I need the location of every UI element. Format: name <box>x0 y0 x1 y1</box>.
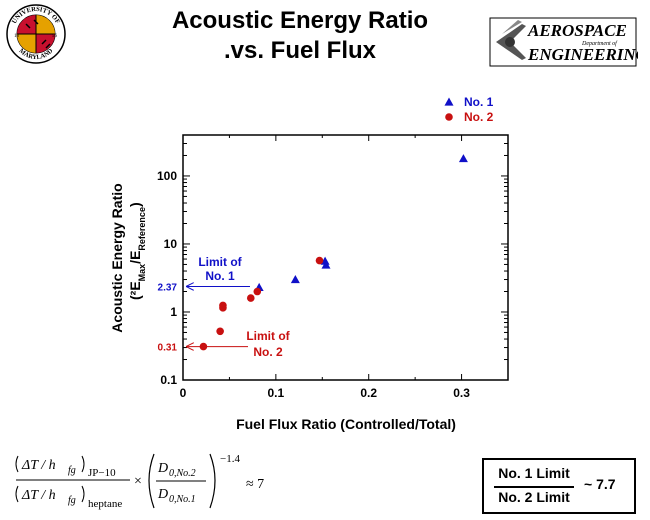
formula-frac-den: D <box>157 487 168 502</box>
data-point-no2 <box>219 304 227 312</box>
y-axis-label-line-1: Acoustic Energy Ratio <box>109 183 125 332</box>
page-title: Acoustic Energy Ratio .vs. Fuel Flux <box>150 6 450 66</box>
plot-frame <box>182 134 509 381</box>
aerospace-engineering-logo: AEROSPACE Department of ENGINEERING <box>489 17 638 67</box>
limit-label-line-1: Limit of <box>246 329 290 343</box>
university-seal-icon: UNIVERSITY OF MARYLAND 18 56 <box>6 4 66 64</box>
formula-den-sub: fg <box>68 495 76 506</box>
title-line-1: Acoustic Energy Ratio <box>171 7 429 34</box>
formula-frac-den-sub: 0,No.1 <box>169 494 196 505</box>
y-tick-label: 1 <box>170 305 177 319</box>
data-point-no1 <box>290 275 300 284</box>
limit-label-line-2: No. 2 <box>253 345 283 359</box>
formula-frac-num: D <box>157 461 168 476</box>
ratio-numerator: No. 1 Limit <box>498 465 570 481</box>
data-point-no2 <box>246 294 255 302</box>
seal-year-right: 56 <box>52 34 58 39</box>
limit-value-label: 0.31 <box>158 343 178 354</box>
limit-ratio-box: No. 1 Limit No. 2 Limit ~ 7.7 <box>482 458 636 514</box>
seal-year-left: 18 <box>14 34 20 39</box>
formula-frac-num-sub: 0,No.2 <box>169 468 196 479</box>
logo-line-1: AEROSPACE <box>527 21 627 40</box>
formula-times: × <box>134 474 142 489</box>
airplane-icon <box>496 20 526 60</box>
legend-marker <box>445 113 453 121</box>
data-point-no1 <box>321 260 331 269</box>
formula-num-core: ΔT / h <box>21 458 56 473</box>
y-tick-label: 10 <box>164 237 178 251</box>
logo-line-2: ENGINEERING <box>527 45 638 64</box>
property-ratio-formula: ΔT / h fg JP−10 ΔT / h fg heptane × D 0,… <box>15 453 264 510</box>
ratio-fraction-line <box>494 486 574 488</box>
data-point-no2 <box>253 287 262 296</box>
formula-exponent: −1.4 <box>220 453 240 465</box>
formula-den-core: ΔT / h <box>21 488 56 503</box>
x-tick-label: 0.1 <box>268 386 285 400</box>
data-point-no1 <box>320 256 330 265</box>
y-axis-label: Acoustic Energy Ratio (²EMax/EReference) <box>109 183 147 332</box>
x-tick-label: 0.2 <box>360 386 377 400</box>
legend-marker <box>444 97 454 106</box>
ratio-value: ~ 7.7 <box>584 476 616 492</box>
formula-num-outer-sub: JP−10 <box>88 467 116 479</box>
x-axis-label: Fuel Flux Ratio (Controlled/Total) <box>236 416 456 432</box>
y-tick-label: 100 <box>157 169 177 183</box>
limit-label-line-2: No. 1 <box>205 269 235 283</box>
ratio-denominator: No. 2 Limit <box>498 489 570 505</box>
y-axis-label-line-2: (²EMax/EReference) <box>127 202 147 300</box>
x-tick-label: 0 <box>180 386 187 400</box>
legend-label: No. 1 <box>464 95 494 109</box>
y-tick-label: 0.1 <box>160 373 177 387</box>
title-line-2: .vs. Fuel Flux <box>223 37 377 64</box>
data-point-no1 <box>458 154 468 163</box>
formula-result: ≈ 7 <box>246 477 264 492</box>
data-point-no2 <box>315 256 324 265</box>
data-point-no2 <box>199 342 208 351</box>
limit-label-line-1: Limit of <box>198 255 242 269</box>
formula-den-outer-sub: heptane <box>88 498 122 510</box>
x-tick-label: 0.3 <box>453 386 470 400</box>
logo-small-text: Department of <box>581 40 618 47</box>
data-point-no2 <box>216 327 224 336</box>
limit-value-label: 2.37 <box>158 282 178 293</box>
formula-num-sub: fg <box>68 465 76 476</box>
legend-label: No. 2 <box>464 110 494 124</box>
